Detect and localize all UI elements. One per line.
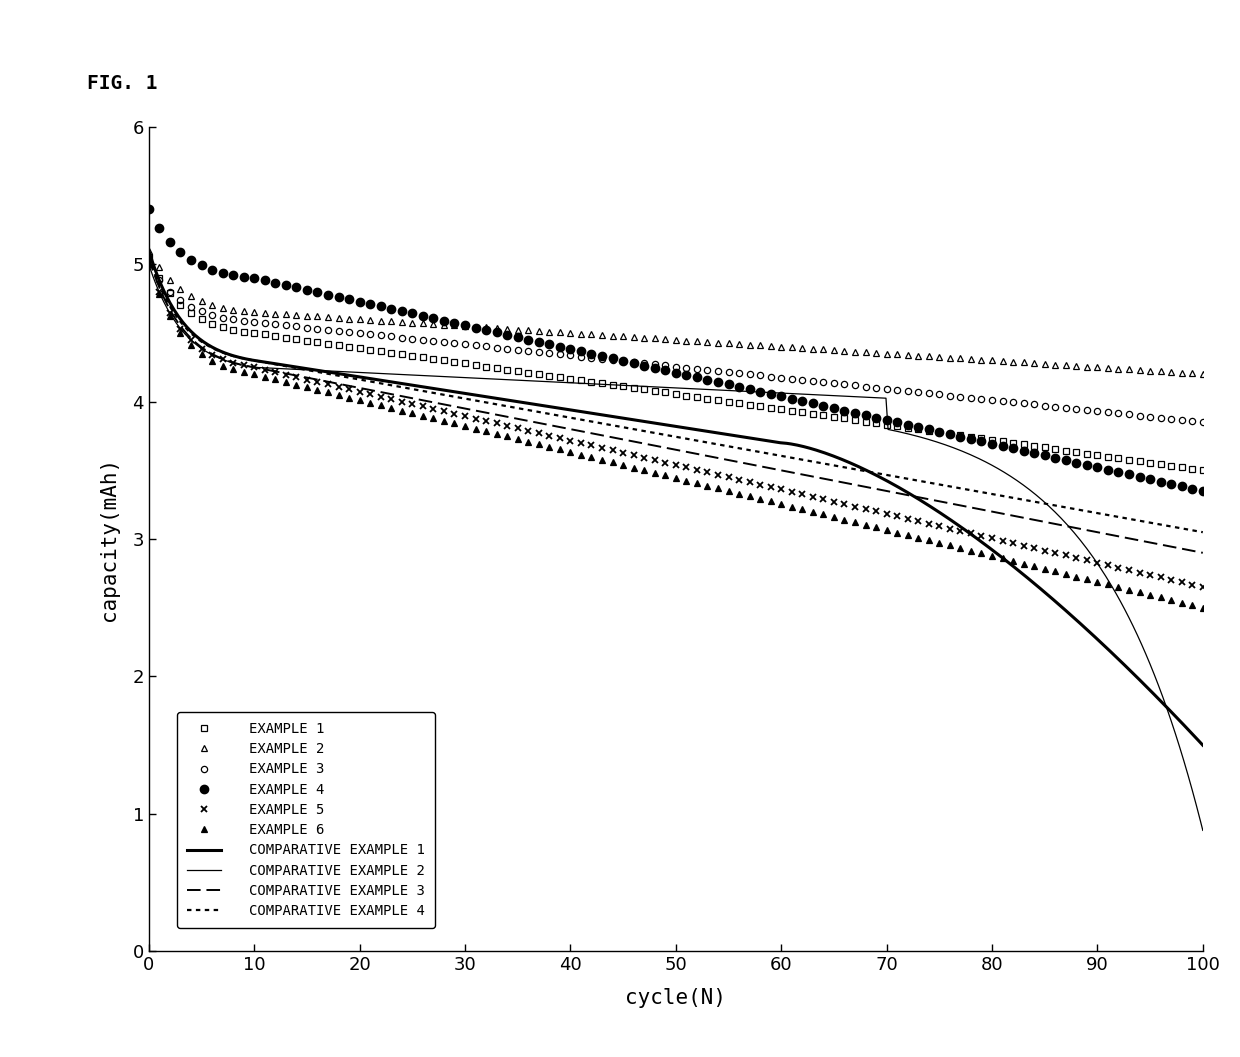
COMPARATIVE EXAMPLE 4 xyxy=(1195,526,1210,539)
COMPARATIVE EXAMPLE 4 xyxy=(642,426,657,439)
Legend: EXAMPLE 1, EXAMPLE 2, EXAMPLE 3, EXAMPLE 4, EXAMPLE 5, EXAMPLE 6, COMPARATIVE EX: EXAMPLE 1, EXAMPLE 2, EXAMPLE 3, EXAMPLE… xyxy=(177,712,435,928)
COMPARATIVE EXAMPLE 3 xyxy=(649,440,663,452)
COMPARATIVE EXAMPLE 2 xyxy=(1195,824,1210,837)
COMPARATIVE EXAMPLE 2 xyxy=(642,381,657,393)
COMPARATIVE EXAMPLE 1 xyxy=(769,435,784,448)
EXAMPLE 2 xyxy=(141,244,156,257)
COMPARATIVE EXAMPLE 3 xyxy=(769,463,784,476)
COMPARATIVE EXAMPLE 1 xyxy=(1171,712,1185,725)
COMPARATIVE EXAMPLE 1 xyxy=(649,416,663,429)
EXAMPLE 2 xyxy=(774,340,789,353)
COMPARATIVE EXAMPLE 2 xyxy=(769,387,784,400)
Line: COMPARATIVE EXAMPLE 3: COMPARATIVE EXAMPLE 3 xyxy=(149,258,1203,553)
COMPARATIVE EXAMPLE 4 xyxy=(649,427,663,440)
COMPARATIVE EXAMPLE 4 xyxy=(1171,521,1185,534)
EXAMPLE 4 xyxy=(216,266,231,279)
EXAMPLE 3 xyxy=(1195,416,1210,429)
EXAMPLE 1 xyxy=(932,426,947,439)
COMPARATIVE EXAMPLE 1 xyxy=(1006,559,1021,572)
EXAMPLE 2 xyxy=(879,347,894,359)
COMPARATIVE EXAMPLE 2 xyxy=(1171,734,1185,746)
EXAMPLE 5 xyxy=(879,507,894,520)
COMPARATIVE EXAMPLE 3 xyxy=(642,439,657,451)
EXAMPLE 2 xyxy=(626,331,641,344)
EXAMPLE 4 xyxy=(774,390,789,403)
EXAMPLE 1 xyxy=(404,350,419,363)
EXAMPLE 1 xyxy=(216,321,231,334)
Line: EXAMPLE 2: EXAMPLE 2 xyxy=(145,247,1207,377)
EXAMPLE 5 xyxy=(404,397,419,410)
COMPARATIVE EXAMPLE 1 xyxy=(141,244,156,257)
EXAMPLE 3 xyxy=(404,332,419,345)
Line: COMPARATIVE EXAMPLE 1: COMPARATIVE EXAMPLE 1 xyxy=(149,251,1203,745)
EXAMPLE 1 xyxy=(626,382,641,394)
EXAMPLE 4 xyxy=(404,308,419,320)
COMPARATIVE EXAMPLE 3 xyxy=(712,452,727,465)
EXAMPLE 5 xyxy=(774,483,789,496)
EXAMPLE 3 xyxy=(626,356,641,369)
COMPARATIVE EXAMPLE 2 xyxy=(141,258,156,271)
EXAMPLE 1 xyxy=(1195,464,1210,477)
EXAMPLE 5 xyxy=(932,520,947,533)
COMPARATIVE EXAMPLE 3 xyxy=(1195,546,1210,559)
Line: EXAMPLE 1: EXAMPLE 1 xyxy=(145,255,1207,474)
EXAMPLE 3 xyxy=(216,311,231,323)
X-axis label: cycle(N): cycle(N) xyxy=(625,988,727,1008)
COMPARATIVE EXAMPLE 1 xyxy=(642,415,657,428)
COMPARATIVE EXAMPLE 2 xyxy=(1006,471,1021,484)
EXAMPLE 6 xyxy=(1195,601,1210,614)
EXAMPLE 4 xyxy=(626,357,641,370)
EXAMPLE 5 xyxy=(216,353,231,366)
Text: FIG. 1: FIG. 1 xyxy=(87,74,157,93)
EXAMPLE 5 xyxy=(626,449,641,462)
COMPARATIVE EXAMPLE 1 xyxy=(712,427,727,440)
EXAMPLE 4 xyxy=(932,426,947,439)
EXAMPLE 5 xyxy=(1195,581,1210,594)
EXAMPLE 2 xyxy=(932,351,947,364)
EXAMPLE 6 xyxy=(141,258,156,271)
Line: EXAMPLE 6: EXAMPLE 6 xyxy=(145,261,1207,611)
EXAMPLE 2 xyxy=(404,316,419,329)
EXAMPLE 4 xyxy=(1195,484,1210,498)
EXAMPLE 4 xyxy=(141,203,156,216)
COMPARATIVE EXAMPLE 4 xyxy=(1006,492,1021,504)
EXAMPLE 6 xyxy=(216,359,231,372)
COMPARATIVE EXAMPLE 3 xyxy=(141,252,156,264)
EXAMPLE 3 xyxy=(141,258,156,271)
EXAMPLE 1 xyxy=(141,252,156,264)
COMPARATIVE EXAMPLE 4 xyxy=(769,448,784,461)
COMPARATIVE EXAMPLE 3 xyxy=(1171,541,1185,554)
EXAMPLE 6 xyxy=(879,523,894,536)
Line: EXAMPLE 4: EXAMPLE 4 xyxy=(145,205,1207,495)
COMPARATIVE EXAMPLE 3 xyxy=(1006,509,1021,522)
EXAMPLE 1 xyxy=(774,403,789,415)
COMPARATIVE EXAMPLE 4 xyxy=(712,439,727,451)
COMPARATIVE EXAMPLE 2 xyxy=(649,381,663,393)
COMPARATIVE EXAMPLE 2 xyxy=(712,384,727,396)
EXAMPLE 6 xyxy=(626,461,641,474)
Line: EXAMPLE 3: EXAMPLE 3 xyxy=(145,261,1207,425)
COMPARATIVE EXAMPLE 4 xyxy=(141,252,156,264)
EXAMPLE 6 xyxy=(932,537,947,550)
EXAMPLE 2 xyxy=(1195,368,1210,381)
EXAMPLE 6 xyxy=(404,407,419,420)
COMPARATIVE EXAMPLE 1 xyxy=(1195,739,1210,752)
EXAMPLE 6 xyxy=(774,498,789,511)
EXAMPLE 3 xyxy=(932,388,947,401)
Y-axis label: capacity(mAh): capacity(mAh) xyxy=(98,457,119,622)
Line: EXAMPLE 5: EXAMPLE 5 xyxy=(145,261,1207,591)
EXAMPLE 3 xyxy=(774,371,789,384)
Line: COMPARATIVE EXAMPLE 2: COMPARATIVE EXAMPLE 2 xyxy=(149,264,1203,831)
Line: COMPARATIVE EXAMPLE 4: COMPARATIVE EXAMPLE 4 xyxy=(149,258,1203,533)
EXAMPLE 3 xyxy=(879,383,894,395)
EXAMPLE 1 xyxy=(879,419,894,431)
EXAMPLE 4 xyxy=(879,413,894,426)
EXAMPLE 5 xyxy=(141,258,156,271)
EXAMPLE 2 xyxy=(216,301,231,314)
